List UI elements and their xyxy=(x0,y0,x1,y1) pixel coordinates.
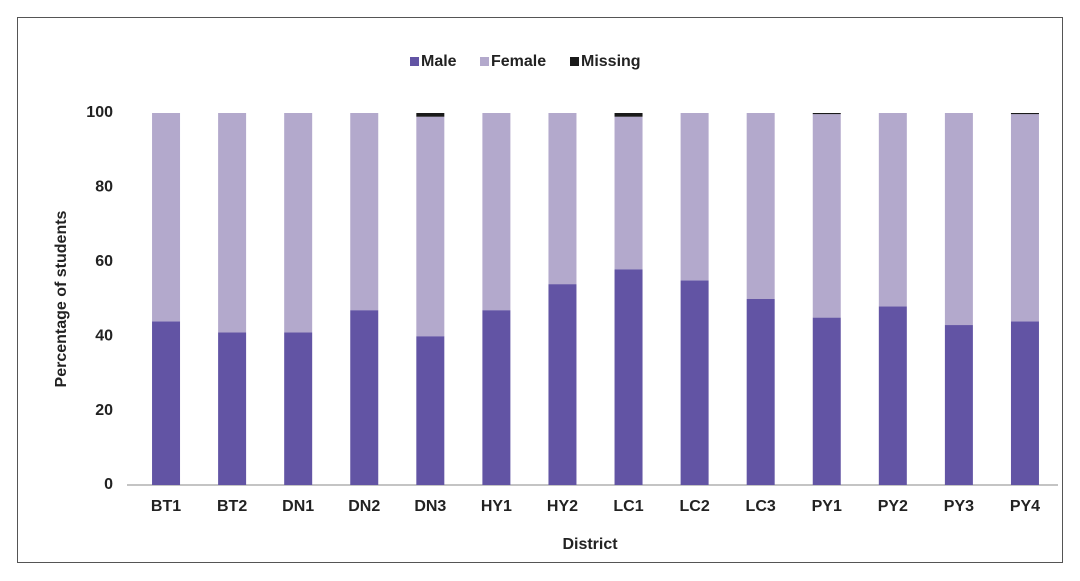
legend-swatch xyxy=(570,57,579,66)
x-tick-label: BT2 xyxy=(217,498,247,515)
x-tick-label: LC3 xyxy=(746,498,776,515)
y-tick-label: 0 xyxy=(104,476,113,493)
y-tick-label: 40 xyxy=(95,327,113,344)
x-tick-label: PY2 xyxy=(878,498,908,515)
bar-segment xyxy=(944,325,973,485)
x-tick-label: DN2 xyxy=(348,498,380,515)
bar-segment xyxy=(416,113,445,117)
bar-segment xyxy=(614,269,643,485)
x-tick-label: BT1 xyxy=(151,498,181,515)
bar-segment xyxy=(482,113,511,311)
x-tick-label: HY1 xyxy=(481,498,512,515)
y-tick-label: 20 xyxy=(95,402,113,419)
bar-segment xyxy=(812,317,841,485)
bar-segment xyxy=(614,116,643,270)
bar-segment xyxy=(614,113,643,117)
bar-segment xyxy=(746,113,775,299)
bar-segment xyxy=(548,113,577,285)
x-tick-label: PY1 xyxy=(812,498,842,515)
y-tick-label: 60 xyxy=(95,253,113,270)
bar-segment xyxy=(284,113,313,333)
legend-swatch xyxy=(410,57,419,66)
bar-segment xyxy=(350,113,379,311)
legend-label: Male xyxy=(421,53,457,70)
legend-swatch xyxy=(480,57,489,66)
x-tick-label: LC1 xyxy=(613,498,643,515)
bar-segment xyxy=(548,284,577,485)
bar-segment xyxy=(878,306,907,485)
bar-segment xyxy=(1010,113,1039,115)
bar-segment xyxy=(284,332,313,485)
y-axis-title: Percentage of students xyxy=(53,210,70,387)
x-tick-label: DN1 xyxy=(282,498,314,515)
bar-segment xyxy=(416,116,445,337)
x-tick-label: PY3 xyxy=(944,498,974,515)
bar-segment xyxy=(812,113,841,115)
x-tick-label: PY4 xyxy=(1010,498,1040,515)
x-tick-label: DN3 xyxy=(414,498,446,515)
bar-segment xyxy=(1010,321,1039,485)
bar-segment xyxy=(878,113,907,307)
bar-segment xyxy=(746,299,775,485)
y-tick-label: 80 xyxy=(95,179,113,196)
bar-segment xyxy=(152,113,181,322)
bar-segment xyxy=(350,310,379,485)
bar-segment xyxy=(218,113,247,333)
bar-segment xyxy=(680,113,709,281)
bar-segment xyxy=(152,321,181,485)
x-axis-title: District xyxy=(562,536,618,553)
bar-segment xyxy=(416,336,445,485)
y-tick-label: 100 xyxy=(86,104,113,121)
bar-segment xyxy=(1010,114,1039,322)
bar-segment xyxy=(218,332,247,485)
x-tick-label: HY2 xyxy=(547,498,578,515)
bar-segment xyxy=(482,310,511,485)
bar-segment xyxy=(944,113,973,326)
bar-segment xyxy=(680,280,709,485)
legend-label: Female xyxy=(491,53,546,70)
legend-label: Missing xyxy=(581,53,641,70)
x-tick-label: LC2 xyxy=(679,498,709,515)
bar-segment xyxy=(812,114,841,318)
